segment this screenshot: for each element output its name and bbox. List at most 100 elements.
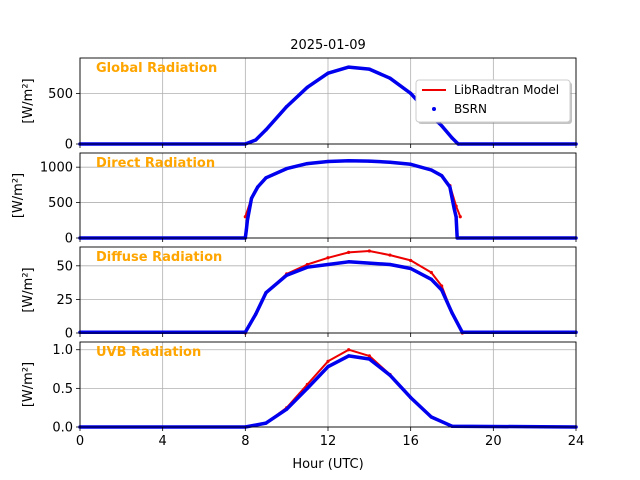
x-tick-label: 0 — [76, 434, 84, 449]
data-point — [388, 262, 392, 267]
data-point — [367, 354, 371, 358]
data-point — [367, 357, 371, 361]
data-point — [264, 128, 268, 132]
data-point — [326, 159, 330, 164]
data-point — [409, 162, 413, 166]
panel-label: UVB Radiation — [96, 345, 201, 360]
x-tick-label: 4 — [159, 434, 167, 449]
data-point — [326, 359, 330, 363]
panel-3: 0 25 50 Diffuse Radiation [W/m²] — [21, 246, 578, 342]
data-point — [440, 288, 444, 292]
x-tick-label: 24 — [568, 434, 585, 449]
data-point — [367, 249, 371, 253]
data-point — [429, 270, 433, 275]
x-tick-label: 16 — [402, 434, 419, 449]
data-point — [367, 261, 371, 265]
panel-4: 0.0 0.5 1.0 0 4 8 12 16 20 24 UVB Radiation [W/m²] — [21, 341, 585, 449]
data-point — [256, 185, 260, 189]
data-point — [285, 166, 289, 171]
data-point — [347, 159, 351, 163]
y-axis-label: [W/m²] — [21, 362, 36, 407]
data-point — [285, 407, 289, 411]
data-point — [254, 312, 258, 316]
legend: LibRadtran Model BSRN — [415, 79, 572, 124]
y-axis-label: [W/m²] — [11, 173, 26, 218]
panel-1: 0 500 Global Radiation [W/m²] — [21, 57, 578, 153]
data-point — [388, 373, 392, 377]
y-tick-label: 500 — [48, 87, 73, 102]
data-point — [264, 176, 268, 180]
data-point — [264, 421, 268, 425]
data-point — [245, 218, 249, 222]
y-tick-label: 1000 — [40, 161, 73, 176]
data-point — [388, 160, 392, 164]
data-point — [367, 159, 371, 163]
data-point — [285, 104, 289, 109]
data-point — [429, 168, 433, 172]
data-point — [326, 256, 330, 260]
data-point — [347, 348, 351, 352]
data-point — [454, 215, 458, 219]
y-tick-label: 50 — [56, 259, 73, 274]
y-tick-label: 0.5 — [52, 382, 73, 397]
panel-2: 0 500 1000 Direct Radiation [W/m²] — [11, 152, 578, 247]
data-point — [367, 67, 371, 71]
data-point — [388, 253, 392, 257]
series-line-bsrn — [78, 65, 578, 146]
data-point — [305, 262, 309, 267]
data-point — [450, 311, 454, 315]
panel-label: Direct Radiation — [96, 156, 215, 171]
data-point — [305, 265, 309, 269]
legend-model-label: LibRadtran Model — [454, 83, 559, 97]
data-point — [429, 415, 433, 419]
legend-bsrn-label: BSRN — [454, 102, 487, 116]
data-point — [326, 262, 330, 267]
data-point — [347, 354, 351, 358]
data-point — [388, 76, 392, 80]
panel-label: Global Radiation — [96, 61, 217, 76]
x-tick-label: 20 — [485, 434, 502, 449]
y-tick-label: 0.0 — [52, 421, 73, 436]
y-tick-label: 0 — [65, 232, 73, 247]
legend-bsrn-swatch — [432, 107, 436, 111]
y-tick-label: 25 — [56, 293, 73, 308]
data-point — [326, 365, 330, 369]
chart-title: 2025-01-09 — [290, 38, 366, 53]
data-point — [254, 138, 258, 142]
panel-label: Diffuse Radiation — [96, 250, 222, 265]
data-point — [249, 196, 254, 200]
y-tick-label: 0 — [65, 138, 73, 153]
series-line-bsrn — [78, 260, 578, 335]
data-point — [440, 124, 444, 128]
data-point — [244, 227, 248, 232]
data-point — [305, 162, 309, 166]
y-tick-label: 500 — [48, 196, 73, 211]
data-point — [450, 136, 454, 140]
data-point — [264, 291, 268, 295]
data-point — [458, 215, 462, 219]
y-tick-label: 1.0 — [52, 343, 73, 358]
y-axis-label: [W/m²] — [21, 78, 36, 123]
data-point — [326, 71, 330, 75]
data-point — [409, 91, 413, 96]
data-point — [409, 258, 413, 263]
data-point — [285, 273, 289, 277]
data-point — [448, 185, 452, 189]
data-point — [305, 85, 309, 89]
data-point — [452, 206, 456, 210]
data-point — [440, 174, 444, 178]
x-tick-label: 8 — [241, 434, 249, 449]
data-point — [347, 65, 351, 69]
x-axis-label: Hour (UTC) — [292, 457, 363, 472]
data-point — [409, 396, 413, 400]
y-axis-label: [W/m²] — [21, 267, 36, 312]
data-point — [347, 250, 351, 254]
legend-box — [415, 79, 571, 123]
data-point — [347, 260, 351, 264]
data-point — [305, 386, 309, 390]
y-tick-label: 0 — [65, 327, 73, 342]
data-point — [409, 266, 413, 271]
x-tick-label: 12 — [320, 434, 337, 449]
